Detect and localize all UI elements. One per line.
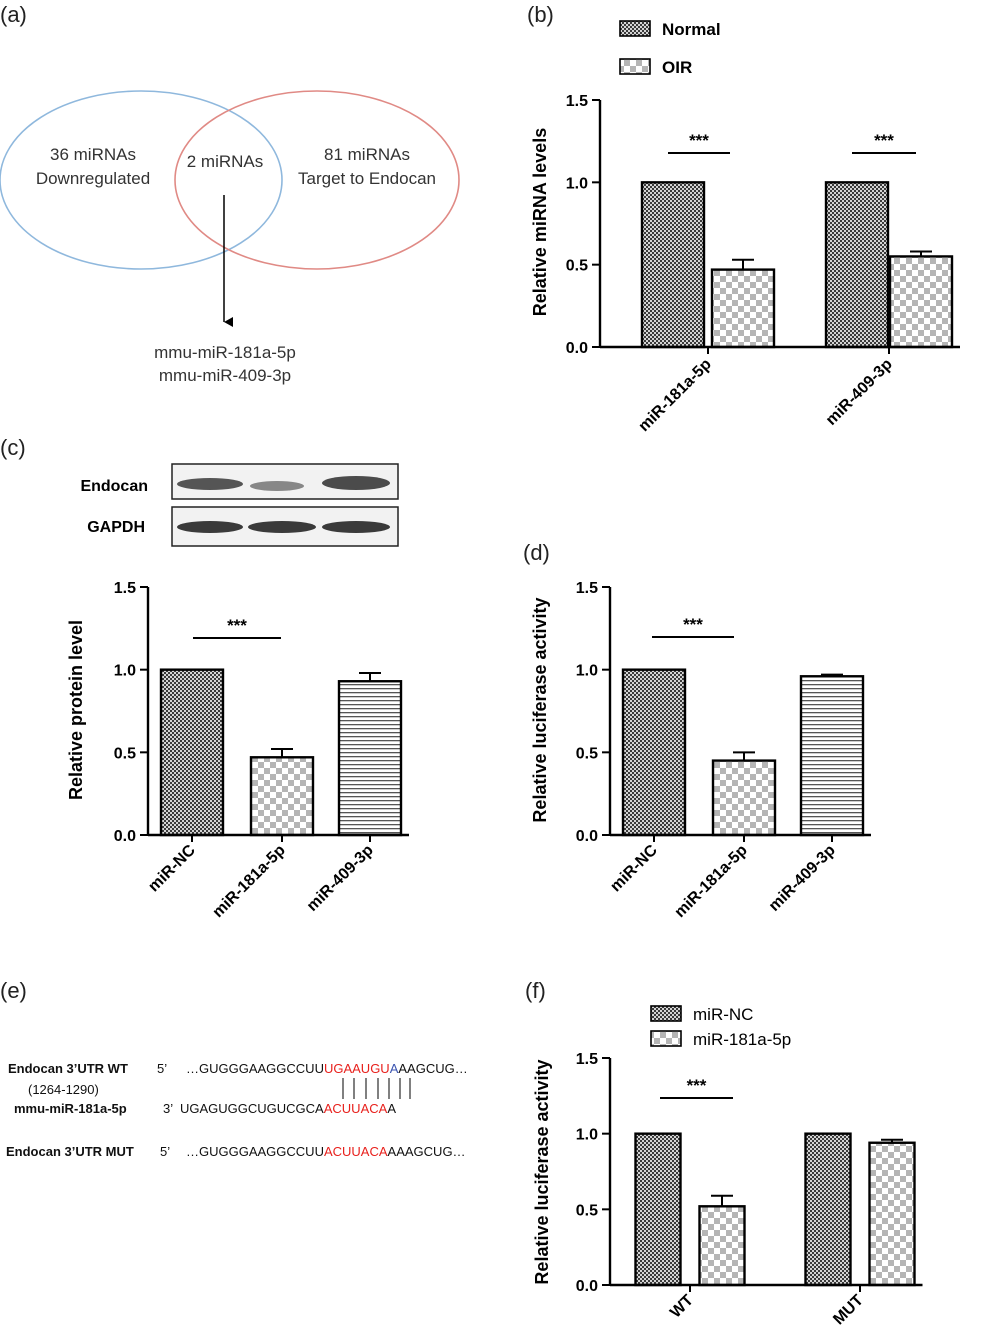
- bar-mir-nc: [621, 668, 687, 837]
- legend-label: miR-NC: [693, 1005, 753, 1024]
- y-axis-label: Relative protein level: [66, 620, 86, 800]
- western-blot: Endocan GAPDH: [80, 463, 399, 547]
- bar-mir-181a-5p: [249, 756, 315, 837]
- significance-stars: ***: [689, 131, 709, 150]
- chart-c: 0.0 0.5 1.0 1.5 Relative protein level miR-NC…: [66, 580, 409, 921]
- bar-oir-mir-181a-5p: [710, 268, 776, 349]
- pairing-lines: [342, 1078, 411, 1099]
- legend-label: OIR: [662, 58, 692, 77]
- legend-label: Normal: [662, 20, 721, 39]
- venn-right-circle: [174, 90, 460, 270]
- venn-center-count: 2 miRNAs: [187, 152, 264, 171]
- legend-swatch: [650, 1005, 682, 1022]
- x-tick-label: miR-NC: [145, 841, 199, 895]
- y-tick-label: 1.5: [576, 580, 598, 597]
- y-tick-label: 0.5: [566, 258, 588, 275]
- panel-label-e: (e): [0, 978, 27, 1003]
- blot-band-gapdh-3: [322, 521, 390, 533]
- venn-result-2: mmu-miR-409-3p: [159, 366, 291, 385]
- y-tick-label: 0.0: [576, 1278, 598, 1295]
- blot-band-gapdh-2: [248, 521, 316, 533]
- panel-label-f: (f): [525, 978, 546, 1003]
- y-tick-label: 0.5: [576, 1202, 598, 1219]
- legend-swatch: [619, 58, 651, 75]
- significance-stars: ***: [874, 131, 894, 150]
- venn-left-count: 36 miRNAs: [50, 145, 136, 164]
- y-tick-label: 0.0: [576, 828, 598, 845]
- mir-end: 3’: [163, 1101, 173, 1116]
- bar-oir-mir-409-3p: [888, 255, 954, 349]
- x-tick-label: WT: [667, 1292, 697, 1322]
- blot-label-gapdh: GAPDH: [87, 519, 145, 536]
- y-tick-label: 1.5: [566, 93, 588, 110]
- bar-mir-181a-5p-wt: [698, 1205, 746, 1287]
- venn-left-circle: [0, 90, 283, 270]
- x-tick-label: miR-409-3p: [766, 842, 839, 915]
- chart-d: 0.0 0.5 1.0 1.5 Relative luciferase activity…: [530, 580, 871, 921]
- wt-seq: …GUGGGAAGGCCUUUGAAUGUAAAGCUG…: [186, 1061, 468, 1076]
- venn-diagram: 36 miRNAs Downregulated 2 miRNAs 81 miRN…: [0, 90, 460, 385]
- x-tick-label: MUT: [830, 1292, 867, 1329]
- legend-swatch: [619, 20, 651, 37]
- sequence-alignment: Endocan 3’UTR WT (1264-1290) 5’ …GUGGGAA…: [6, 1061, 468, 1159]
- x-tick-label: miR-409-3p: [304, 842, 377, 915]
- y-tick-label: 0.0: [566, 340, 588, 357]
- blot-band-endocan-1: [177, 478, 243, 490]
- y-axis-label: Relative luciferase activity: [530, 597, 550, 822]
- wt-range: (1264-1290): [28, 1082, 99, 1097]
- x-tick-label: miR-181a-5p: [636, 356, 715, 435]
- x-tick-label: miR-409-3p: [823, 356, 896, 429]
- venn-right-desc: Target to Endocan: [298, 169, 436, 188]
- panel-label-d: (d): [523, 540, 550, 565]
- significance-stars: ***: [687, 1076, 707, 1095]
- bar-mir-181a-5p: [711, 759, 777, 837]
- y-tick-label: 1.5: [576, 1051, 598, 1068]
- x-tick-label: miR-181a-5p: [672, 842, 751, 921]
- x-tick-label: miR-NC: [607, 841, 661, 895]
- venn-left-desc: Downregulated: [36, 169, 150, 188]
- chart-f: 0.0 0.5 1.0 1.5 Relative luciferase activity…: [532, 1005, 923, 1328]
- y-tick-label: 1.0: [566, 175, 588, 192]
- y-tick-label: 0.5: [114, 745, 136, 762]
- mut-end: 5’: [160, 1144, 170, 1159]
- bar-mir-181a-5p-mut: [868, 1141, 916, 1287]
- mut-label: Endocan 3’UTR MUT: [6, 1144, 134, 1159]
- significance-stars: ***: [683, 615, 703, 634]
- blot-band-gapdh-1: [177, 521, 243, 533]
- x-tick-label: miR-181a-5p: [210, 842, 289, 921]
- blot-band-endocan-2: [250, 481, 304, 491]
- panel-label-b: (b): [527, 2, 554, 27]
- mut-seq: …GUGGGAAGGCCUUACUUACAAAAGCUG…: [186, 1144, 466, 1159]
- bar-mir-nc: [159, 668, 225, 837]
- bar-normal-mir-409-3p: [824, 181, 890, 349]
- bar-normal-mir-181a-5p: [640, 181, 706, 349]
- y-tick-label: 1.0: [576, 663, 598, 680]
- y-tick-label: 1.0: [576, 1127, 598, 1144]
- y-axis-label: Relative miRNA levels: [530, 128, 550, 316]
- y-tick-label: 1.5: [114, 580, 136, 597]
- bar-mir-409-3p: [337, 680, 403, 837]
- panel-label-c: (c): [0, 435, 26, 460]
- chart-b: 0.0 0.5 1.0 1.5 Relative miRNA levels miR-181…: [530, 20, 960, 435]
- significance-stars: ***: [227, 616, 247, 635]
- y-tick-label: 1.0: [114, 663, 136, 680]
- y-tick-label: 0.5: [576, 745, 598, 762]
- bar-mir-409-3p: [799, 675, 865, 837]
- y-axis-label: Relative luciferase activity: [532, 1059, 552, 1284]
- bar-mir-nc-wt: [634, 1132, 682, 1287]
- mir-label: mmu-miR-181a-5p: [14, 1101, 127, 1116]
- bar-mir-nc-mut: [804, 1132, 852, 1287]
- y-tick-label: 0.0: [114, 828, 136, 845]
- blot-band-endocan-3: [322, 476, 390, 490]
- legend-swatch: [650, 1030, 682, 1047]
- mir-seq: UGAGUGGCUGUCGCAACUUACAA: [180, 1101, 396, 1116]
- legend-label: miR-181a-5p: [693, 1030, 791, 1049]
- wt-end: 5’: [157, 1061, 167, 1076]
- panel-label-a: (a): [0, 2, 27, 27]
- venn-right-count: 81 miRNAs: [324, 145, 410, 164]
- venn-result-1: mmu-miR-181a-5p: [154, 343, 296, 362]
- wt-label: Endocan 3’UTR WT: [8, 1061, 128, 1076]
- blot-label-endocan: Endocan: [80, 478, 148, 495]
